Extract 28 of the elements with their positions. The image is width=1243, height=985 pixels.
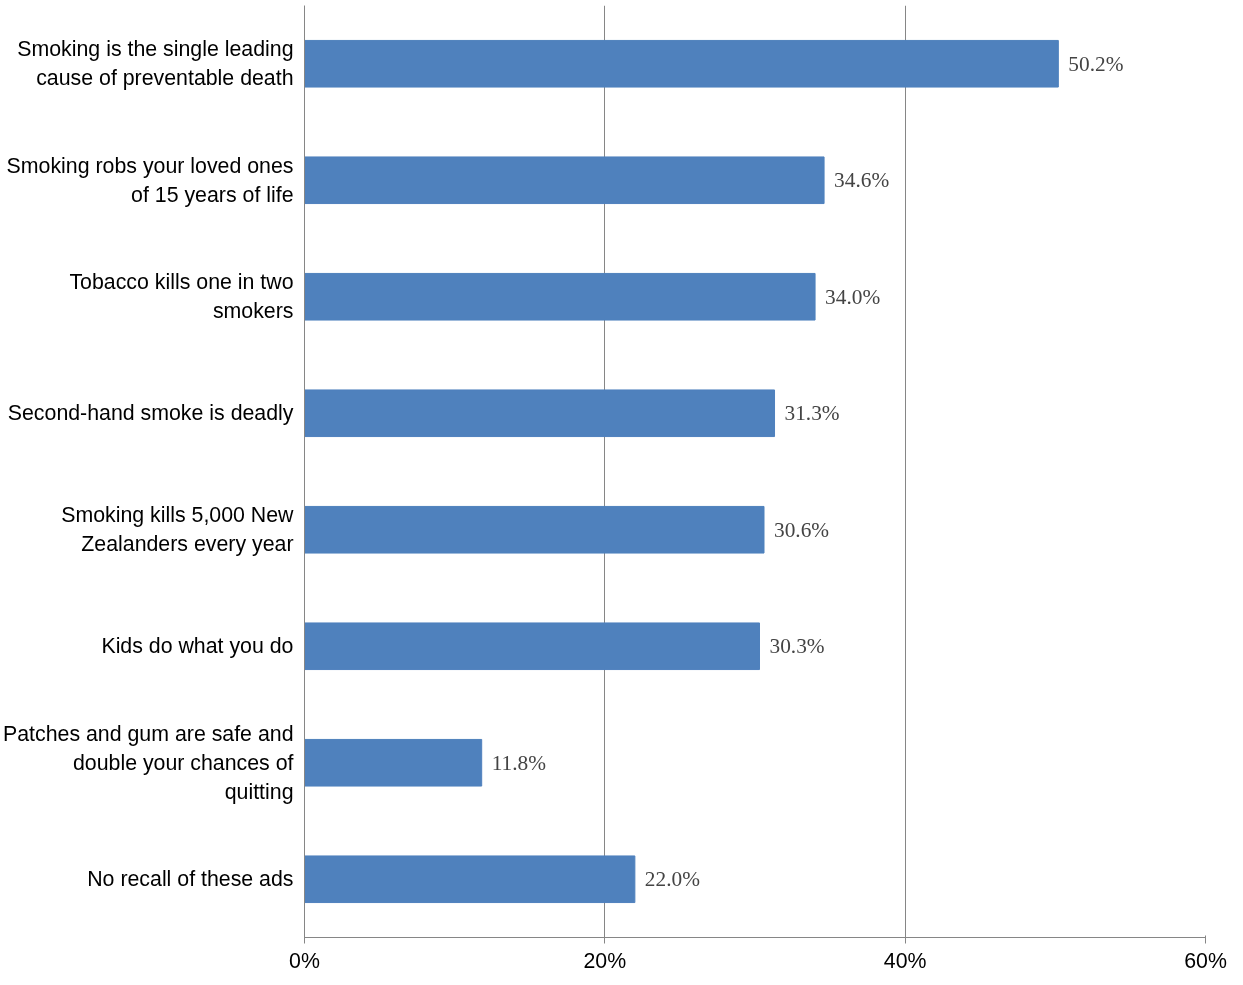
data-label: 34.0% [825, 284, 881, 309]
bar [304, 389, 776, 438]
data-label: 22.0% [644, 867, 701, 892]
y-tick-label: Second-hand smoke is deadly [7, 401, 294, 426]
data-label: 34.6% [834, 168, 890, 193]
x-tick-label: 20% [583, 948, 627, 973]
bar [304, 156, 825, 205]
y-tick-label: Kids do what you do [101, 634, 294, 659]
bar [304, 738, 483, 787]
bar [304, 505, 765, 554]
bar [304, 622, 761, 671]
data-label: 11.8% [491, 750, 547, 775]
x-tick-label: 40% [883, 948, 927, 973]
data-label: 30.6% [774, 517, 830, 542]
y-tick-label: Smoking kills 5,000 New Zealanders every year [61, 503, 295, 557]
bar [304, 39, 1059, 88]
x-tick-label: 0% [289, 948, 320, 973]
bar [304, 272, 816, 321]
data-label: 50.2% [1068, 51, 1124, 76]
x-tick-label: 60% [1184, 948, 1227, 973]
data-label: 31.3% [784, 401, 840, 426]
y-tick-label: Smoking is the single leading cause of preventable death [17, 37, 294, 91]
y-tick-label: Smoking robs your loved ones of 15 years of life [6, 153, 294, 207]
data-label: 30.3% [769, 634, 825, 659]
y-tick-label: Tobacco kills one in two smokers [69, 270, 294, 324]
y-tick-label: Patches and gum are safe and double your chances of quitting [3, 721, 294, 804]
y-tick-label: No recall of these ads [87, 867, 294, 892]
bar [304, 855, 636, 904]
